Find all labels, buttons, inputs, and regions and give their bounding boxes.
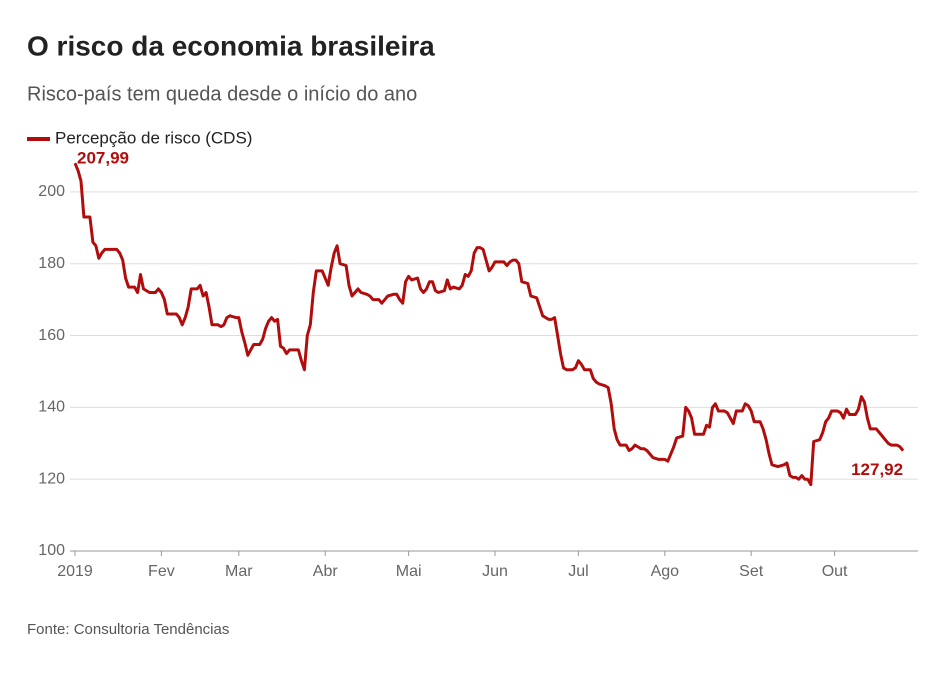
x-tick-label: Jun xyxy=(482,563,508,580)
source: Fonte: Consultoria Tendências xyxy=(27,621,229,638)
x-tick-label: Mar xyxy=(225,563,253,580)
line-series xyxy=(73,162,905,487)
x-tick-label: 2019 xyxy=(57,563,93,580)
x-tick-label: Jul xyxy=(568,563,588,580)
x-tick-label: Ago xyxy=(651,563,680,580)
x-tick-label: Set xyxy=(739,563,764,580)
x-tick-label: Out xyxy=(822,563,848,580)
start-label: 207,99 xyxy=(77,149,129,168)
x-tick-label: Mai xyxy=(396,563,422,580)
legend-label: Percepção de risco (CDS) xyxy=(55,128,252,147)
y-tick-label: 140 xyxy=(38,399,65,416)
end-label: 127,92 xyxy=(851,460,903,479)
y-tick-label: 100 xyxy=(38,542,65,559)
chart-title: O risco da economia brasileira xyxy=(27,30,435,61)
y-tick-label: 120 xyxy=(38,470,65,487)
x-tick-label: Abr xyxy=(313,563,339,580)
y-tick-label: 160 xyxy=(38,327,65,344)
y-tick-label: 180 xyxy=(38,255,65,272)
x-tick-label: Fev xyxy=(148,563,175,580)
y-tick-label: 200 xyxy=(38,183,65,200)
chart-subtitle: Risco-país tem queda desde o início do a… xyxy=(27,83,417,105)
